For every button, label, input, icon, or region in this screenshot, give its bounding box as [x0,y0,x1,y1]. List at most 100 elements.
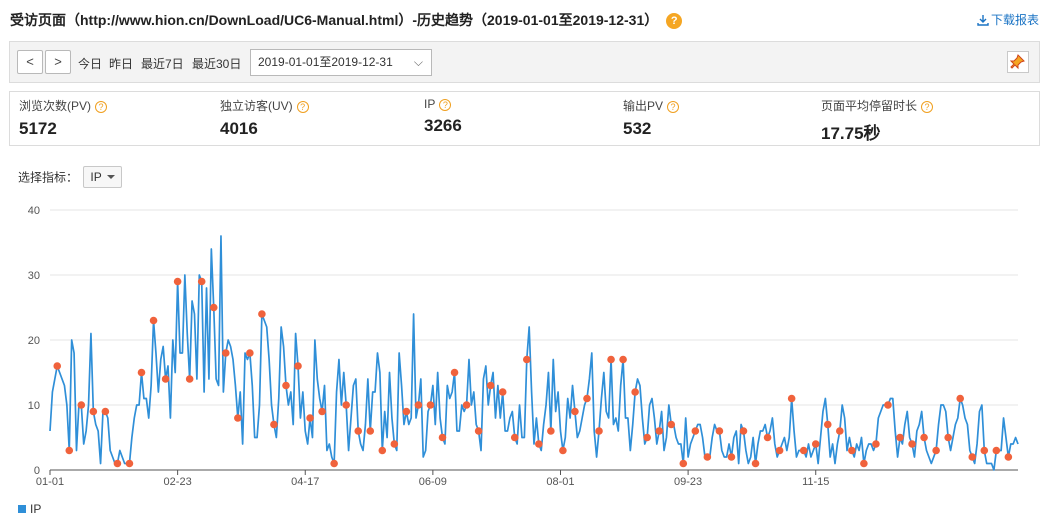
data-point [486,381,495,390]
metric-label: 选择指标： [18,170,79,185]
data-point [920,433,928,442]
last-30-days-link[interactable]: 最近30日 [192,57,242,71]
data-point [836,427,844,435]
download-report-link[interactable]: 下载报表 [977,11,1039,28]
data-point [161,375,170,383]
data-point [462,401,471,409]
data-point [450,368,459,377]
stat-ip-value: 3266 [424,116,462,135]
data-point [221,349,230,357]
data-point [751,459,760,468]
stat-avg-duration-label: 页面平均停留时长 [821,99,918,113]
title-help-icon[interactable]: ? [666,13,683,29]
stat-pv: 浏览次数(PV)? 5172 [19,97,108,139]
y-tick-label: 30 [28,270,40,282]
yesterday-link[interactable]: 昨日 [109,57,134,71]
chevron-down-icon: ⌵ [413,55,423,69]
stat-ip-label: IP [424,97,436,111]
stat-uv-value: 4016 [220,119,258,138]
y-tick-label: 40 [28,205,40,217]
data-point [294,362,302,370]
stat-output-pv-label: 输出PV [623,99,664,113]
data-point [342,401,350,409]
data-point [571,407,579,416]
data-point [77,401,86,409]
page-header: 受访页面（http://www.hion.cn/DownLoad/UC6-Man… [0,0,1053,38]
date-range-select[interactable]: 2019-01-01至2019-12-31 ⌵ [250,49,432,76]
prev-period-button[interactable]: < [17,50,43,74]
metric-selected-value: IP [90,170,102,184]
stat-output-pv-value: 532 [623,119,652,138]
stat-ip: IP? 3266 [424,97,462,136]
data-point [691,427,700,435]
data-point [968,453,977,461]
data-point [246,349,254,357]
data-point [607,355,615,364]
data-point [510,433,519,442]
help-icon[interactable]: ? [95,101,108,113]
help-icon[interactable]: ? [921,101,934,113]
pin-button[interactable] [1007,51,1029,73]
data-point [306,414,314,422]
data-point [282,381,290,390]
data-point [234,414,242,422]
today-link[interactable]: 今日 [78,57,103,71]
data-point [149,316,158,325]
y-tick-label: 0 [34,465,40,477]
data-point [811,440,820,448]
data-point [823,420,832,429]
data-point [113,459,122,468]
help-icon[interactable]: ? [667,101,680,113]
data-point [595,427,603,435]
stat-uv: 独立访客(UV)? 4016 [220,97,309,139]
data-point [956,394,965,403]
data-point [89,407,98,416]
date-toolbar: < > 今日 昨日 最近7日 最近30日 2019-01-01至2019-12-… [9,41,1040,83]
data-point [715,427,724,435]
page-title: 受访页面（http://www.hion.cn/DownLoad/UC6-Man… [10,10,683,30]
x-tick-label: 08-01 [546,476,574,488]
data-point [209,303,218,312]
next-period-button[interactable]: > [45,50,71,74]
data-point [390,440,399,448]
data-point [872,440,880,448]
data-point [631,388,639,396]
data-point [318,407,326,416]
data-point [848,446,856,455]
data-point [125,459,134,468]
help-icon[interactable]: ? [296,101,309,113]
legend-label-ip[interactable]: IP [30,502,42,516]
help-icon[interactable]: ? [439,99,452,111]
data-point [402,407,411,416]
data-point [884,401,892,409]
download-icon [977,15,989,26]
data-point [944,433,952,442]
series-line-ip [49,235,1019,471]
data-point [535,440,543,448]
trend-chart: 0 10 20 30 40 01-01 02-23 04-17 06-09 08-01 09-23 1… [28,205,1019,488]
data-point [366,427,375,435]
data-point [583,394,591,403]
data-point [378,446,387,455]
data-point [330,459,338,468]
data-point [559,446,567,455]
data-point [53,362,62,370]
data-point [474,427,483,435]
data-point [547,427,555,435]
metric-dropdown[interactable]: IP [83,166,122,188]
x-tick-label: 09-23 [674,476,702,488]
data-point [101,407,110,416]
data-point [739,427,748,435]
last-7-days-link[interactable]: 最近7日 [141,57,184,71]
x-tick-label: 04-17 [291,476,319,488]
data-point [655,427,664,435]
data-point [185,375,194,383]
date-range-value: 2019-01-01至2019-12-31 [258,55,393,69]
data-point [703,453,712,461]
data-point [426,401,435,409]
stat-pv-label: 浏览次数(PV) [19,99,92,113]
data-point [498,388,507,396]
chart-legend: IP [18,502,41,516]
x-tick-label: 01-01 [36,476,64,488]
data-point [619,355,627,364]
